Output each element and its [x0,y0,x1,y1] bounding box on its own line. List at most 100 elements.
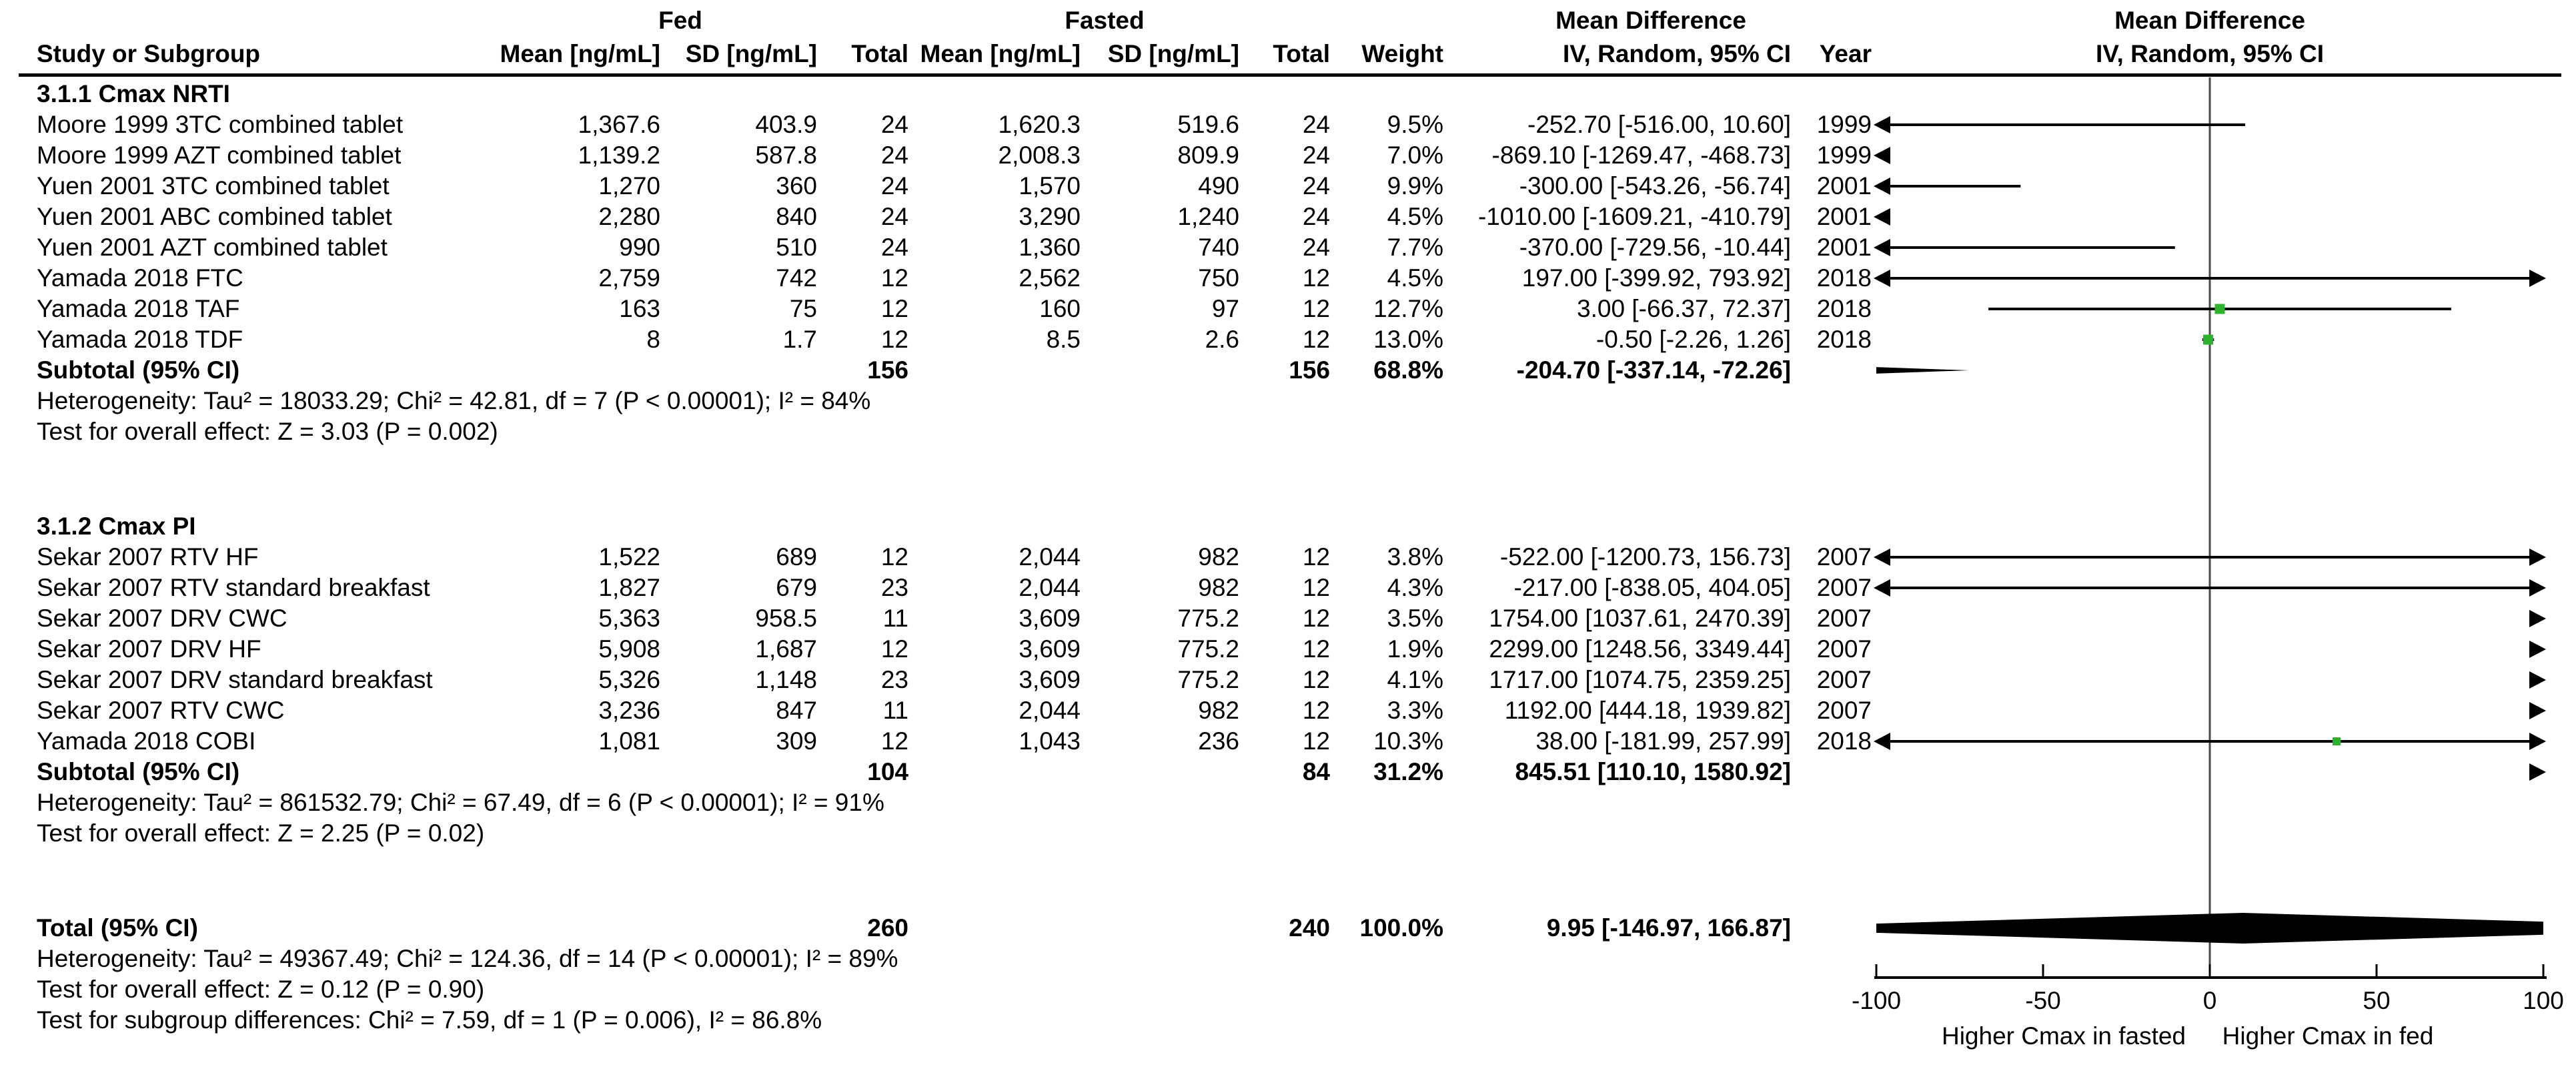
study-label: Yuen 2001 3TC combined tablet [37,172,390,200]
study-fasted-sd: 775.2 [1177,666,1239,693]
study-year: 2018 [1816,326,1872,353]
study-label: Yuen 2001 ABC combined tablet [37,203,392,230]
study-fed-total: 23 [880,666,908,693]
study-weight: 4.1% [1387,666,1443,693]
note-row: Test for overall effect: Z = 0.12 (P = 0… [0,974,2576,1005]
group-label: 3.1.1 Cmax NRTI [37,80,230,107]
study-weight: 3.8% [1387,543,1443,571]
study-label: Sekar 2007 DRV CWC [37,605,287,632]
study-fasted-sd: 982 [1198,697,1239,724]
study-label: Sekar 2007 DRV HF [37,635,261,663]
study-year: 1999 [1816,111,1872,138]
study-ci-text: 197.00 [-399.92, 793.92] [1521,264,1791,292]
subtotal-fed-total: 156 [867,356,908,384]
note-label: Test for overall effect: Z = 3.03 (P = 0… [37,418,498,445]
ci-arrow-right [2529,733,2546,750]
study-fasted-total: 12 [1302,666,1330,693]
study-fasted-sd: 740 [1198,234,1239,261]
study-fasted-mean: 8.5 [1046,326,1081,353]
study-year: 2001 [1816,203,1872,230]
study-label: Sekar 2007 RTV CWC [37,697,285,724]
study-row: Sekar 2007 RTV CWC 3,236 847 11 2,044 982 12 3.… [0,695,2576,726]
study-ci-text: 3.00 [-66.37, 72.37] [1577,295,1791,322]
study-label: Sekar 2007 DRV standard breakfast [37,666,433,693]
study-fasted-sd: 2.6 [1205,326,1239,353]
ci-arrow-left [1874,147,1890,164]
study-fed-sd: 309 [776,727,817,755]
note-row: Heterogeneity: Tau² = 18033.29; Chi² = 4… [0,386,2576,416]
study-fed-sd: 75 [789,295,817,322]
study-fed-sd: 679 [776,574,817,601]
study-fasted-total: 24 [1302,203,1330,230]
study-fasted-total: 12 [1302,727,1330,755]
ci-arrow-right [2529,671,2546,689]
study-row: Yamada 2018 COBI 1,081 309 12 1,043 236 12 10.3… [0,726,2576,757]
study-weight: 13.0% [1373,326,1443,353]
study-fed-mean: 1,367.6 [578,111,660,138]
study-fasted-total: 12 [1302,635,1330,663]
study-ci-text: -300.00 [-543.26, -56.74] [1519,172,1791,200]
study-fed-mean: 5,363 [598,605,660,632]
study-ci-text: 1754.00 [1037.61, 2470.39] [1489,605,1791,632]
study-ci-text: 38.00 [-181.99, 257.99] [1535,727,1791,755]
note-row: Test for overall effect: Z = 2.25 (P = 0… [0,818,2576,849]
ci-arrow-left [1874,116,1890,133]
subtotal-ci-text: -204.70 [-337.14, -72.26] [1516,356,1791,384]
study-fasted-total: 12 [1302,605,1330,632]
study-fasted-mean: 3,609 [1019,635,1081,663]
study-row: Sekar 2007 RTV HF 1,522 689 12 2,044 982 12 3.8… [0,542,2576,573]
study-fed-mean: 1,827 [598,574,660,601]
study-year: 2007 [1816,574,1872,601]
study-fed-sd: 403.9 [755,111,817,138]
study-ci-text: -522.00 [-1200.73, 156.73] [1499,543,1791,571]
study-fed-sd: 958.5 [755,605,817,632]
axis-label-right: Higher Cmax in fed [2222,1022,2434,1050]
ci-arrow-left [1874,208,1890,226]
study-ci-text: 1192.00 [444.18, 1939.82] [1504,697,1791,724]
study-year: 2001 [1816,234,1872,261]
study-label: Yamada 2018 COBI [37,727,256,755]
study-weight: 4.5% [1387,203,1443,230]
study-year: 2018 [1816,727,1872,755]
study-fasted-mean: 2,044 [1019,574,1081,601]
study-fasted-mean: 2,044 [1019,697,1081,724]
ci-arrow-left [1874,733,1890,750]
study-fasted-total: 24 [1302,141,1330,169]
study-fed-sd: 689 [776,543,817,571]
total-diamond [1876,913,2543,944]
study-weight: 1.9% [1387,635,1443,663]
subtotal-row: Subtotal (95% CI) 104 84 31.2% 845.51 [110.1… [0,757,2576,787]
study-fed-sd: 840 [776,203,817,230]
study-fed-mean: 5,326 [598,666,660,693]
study-fed-sd: 847 [776,697,817,724]
study-fed-total: 11 [882,605,908,632]
study-fed-total: 24 [880,111,908,138]
study-fed-sd: 587.8 [755,141,817,169]
ci-arrow-right [2529,579,2546,597]
note-row: Heterogeneity: Tau² = 861532.79; Chi² = … [0,787,2576,818]
study-fed-sd: 510 [776,234,817,261]
study-fed-total: 23 [880,574,908,601]
study-fed-total: 24 [880,172,908,200]
note-row: Test for overall effect: Z = 3.03 (P = 0… [0,416,2576,447]
study-year: 1999 [1816,141,1872,169]
total-label: Total (95% CI) [37,914,198,942]
study-fasted-mean: 2,008.3 [998,141,1081,169]
mean-difference-header-right: Mean Difference [2114,7,2305,34]
study-row: Yuen 2001 ABC combined tablet 2,280 840 24 3… [0,202,2576,232]
total-ci-text: 9.95 [-146.97, 166.87] [1546,914,1791,942]
study-fed-total: 24 [880,234,908,261]
study-year: 2007 [1816,666,1872,693]
study-fasted-sd: 519.6 [1177,111,1239,138]
study-fasted-mean: 1,360 [1019,234,1081,261]
ci-arrow-left [1874,177,1890,195]
study-fed-mean: 2,759 [598,264,660,292]
total-weight: 100.0% [1359,914,1444,942]
study-fasted-mean: 1,620.3 [998,111,1081,138]
subtotal-label: Subtotal (95% CI) [37,758,240,785]
study-ci-text: -217.00 [-838.05, 404.05] [1513,574,1791,601]
study-label: Sekar 2007 RTV HF [37,543,259,571]
ci-arrow-left [1874,549,1890,566]
